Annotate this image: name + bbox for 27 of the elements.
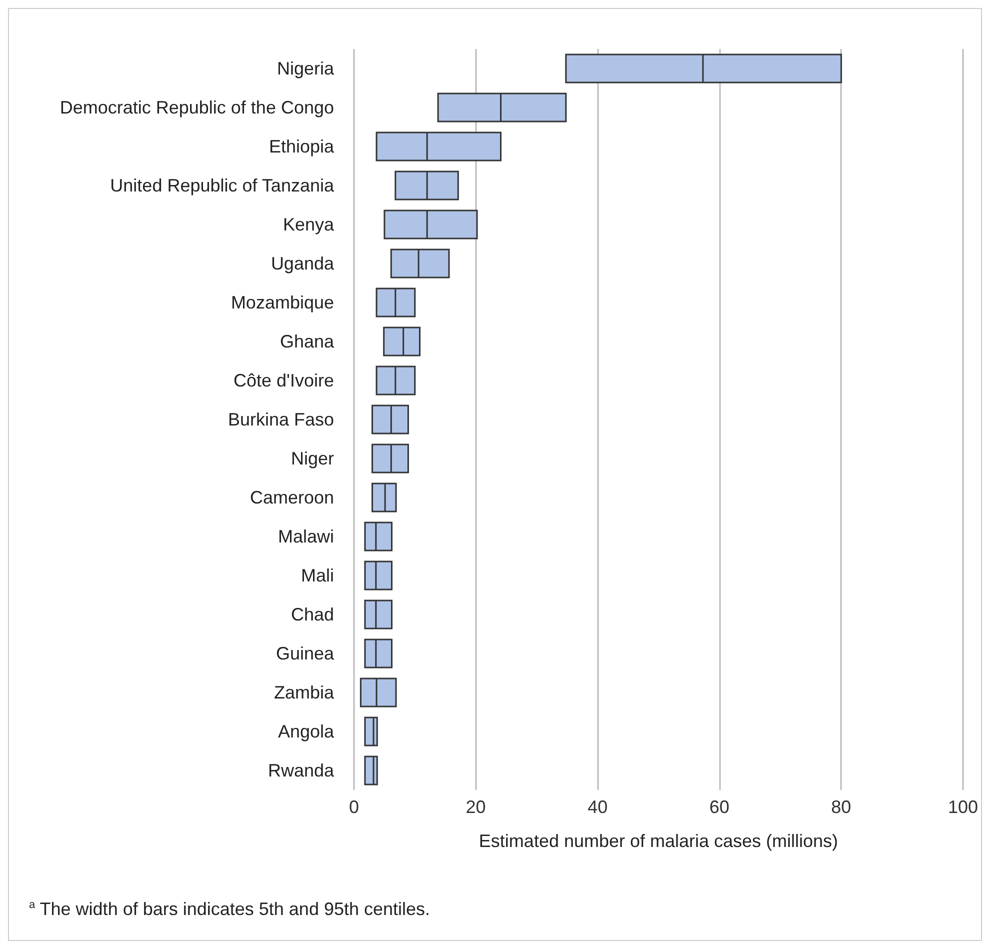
x-tick-label: 40 — [588, 797, 608, 817]
x-tick-label: 60 — [709, 797, 730, 817]
y-tick-label: Democratic Republic of the Congo — [60, 98, 334, 118]
x-axis-title: Estimated number of malaria cases (millions) — [478, 831, 838, 851]
y-tick-label: Burkina Faso — [228, 410, 334, 430]
y-tick-label: Mali — [300, 566, 334, 586]
y-tick-label: Guinea — [276, 644, 335, 664]
y-tick-label: Ghana — [280, 332, 335, 352]
y-tick-label: Zambia — [274, 682, 335, 702]
y-tick-label: Ethiopia — [268, 136, 335, 156]
x-tick-label: 100 — [948, 797, 978, 817]
y-tick-label: Cameroon — [250, 488, 334, 508]
y-tick-label: Chad — [290, 604, 334, 624]
y-tick-label: Nigeria — [276, 58, 335, 78]
y-tick-label: Malawi — [278, 526, 334, 546]
text: a The width of bars indicates 5th and 95th centiles. — [29, 899, 430, 919]
y-tick-label: United Republic of Tanzania — [110, 176, 335, 196]
y-tick-label: Uganda — [270, 254, 335, 274]
x-tick-label: 0 — [348, 797, 360, 817]
y-tick-label: Rwanda — [268, 760, 335, 780]
y-tick-label: Angola — [278, 722, 335, 742]
x-tick-label: 20 — [466, 797, 486, 817]
y-tick-label: Côte d'Ivoire — [234, 370, 334, 390]
y-tick-label: Niger — [290, 448, 334, 468]
y-tick-label: Mozambique — [230, 292, 334, 312]
x-tick-label: 80 — [831, 797, 852, 817]
y-tick-label: Kenya — [282, 214, 335, 234]
